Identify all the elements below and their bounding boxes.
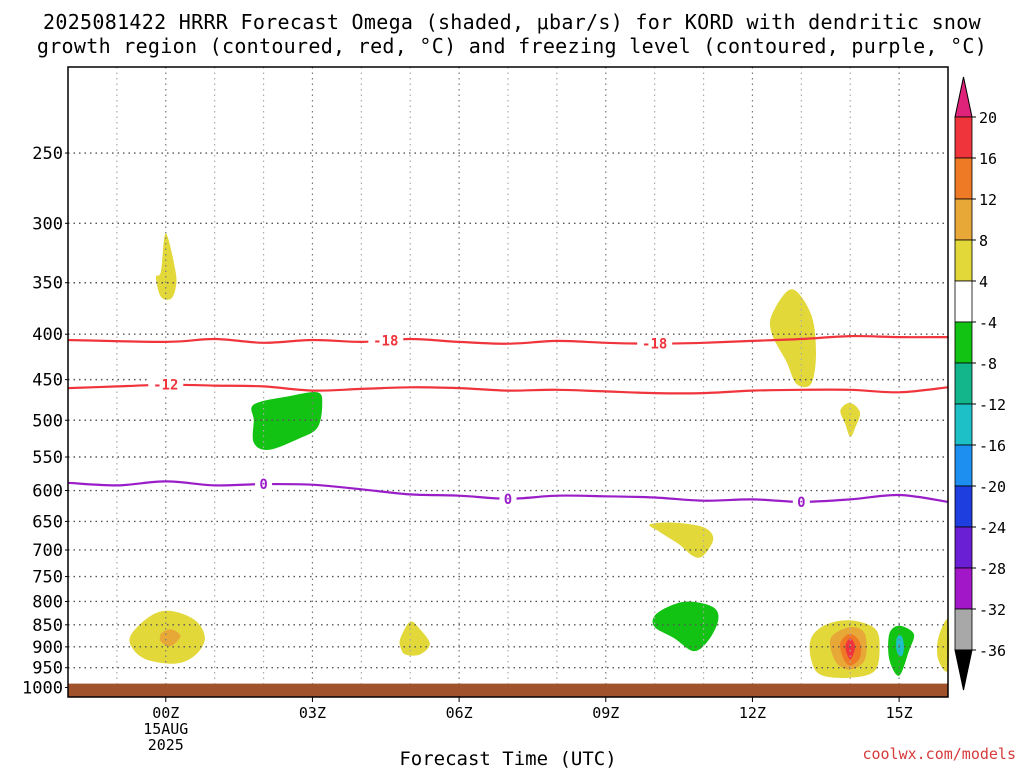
surface-terrain (68, 683, 948, 697)
y-tick-label-1000: 1000 (22, 678, 63, 698)
omega-patch-15 (937, 619, 950, 672)
y-tick-label-800: 800 (32, 592, 63, 612)
y-tick-label-450: 450 (32, 371, 63, 391)
y-tick-label-400: 400 (32, 325, 63, 345)
x-axis-label: Forecast Time (UTC) (399, 748, 616, 768)
colorbar-label--8: -8 (979, 355, 997, 373)
colorbar-swatch-7 (954, 403, 973, 446)
contour-label--12: -12 (153, 378, 178, 394)
y-tick-label-350: 350 (32, 274, 63, 294)
y-tick-label-600: 600 (32, 482, 63, 502)
colorbar-label--24: -24 (979, 519, 1006, 537)
surface-terrain-layer (68, 683, 948, 697)
grid-layer (68, 67, 948, 684)
contour-label-bg (637, 335, 673, 352)
y-tick-label-700: 700 (32, 541, 63, 561)
contour-label-bg (368, 332, 404, 349)
colorbar-bottom-arrow (954, 649, 973, 691)
y-tick-label-950: 950 (32, 659, 63, 679)
colorbar-label-4: 4 (979, 273, 988, 291)
chart-title-line-2: growth region (contoured, red, °C) and f… (36, 34, 988, 58)
x-tick-label-06Z: 06Z (446, 704, 473, 722)
colorbar-swatch-8 (954, 444, 973, 487)
colorbar-swatch-2 (954, 198, 973, 241)
colorbar-label--28: -28 (979, 560, 1006, 578)
colorbar-swatch-12 (954, 608, 973, 651)
contour-label-0: 0 (259, 477, 267, 493)
x-tick-sublabel: 15AUG (143, 720, 188, 738)
colorbar-swatch-0 (954, 116, 973, 159)
colorbar-label--12: -12 (979, 396, 1006, 414)
contour-line--18 (67, 334, 949, 345)
omega-patch-12 (845, 638, 856, 660)
colorbar-label--16: -16 (979, 437, 1006, 455)
chart-title-line-1: 2025081422 HRRR Forecast Omega (shaded, … (43, 10, 981, 34)
colorbar-label--36: -36 (979, 642, 1006, 660)
omega-patch-8 (399, 621, 430, 656)
omega-patch-2 (769, 289, 816, 388)
x-tick-sublabel: 2025 (148, 736, 184, 754)
x-tick-label-03Z: 03Z (299, 704, 326, 722)
colorbar: 20 16 12 8 4 -4 -8 -12 -16 -20 -24 -28 -32 -36 (954, 76, 1006, 691)
y-tick-label-850: 850 (32, 616, 63, 636)
colorbar-swatch-4 (954, 280, 973, 323)
colorbar-swatch-3 (954, 239, 973, 282)
colorbar-swatch-5 (954, 321, 973, 364)
colorbar-label-16: 16 (979, 150, 997, 168)
contour-label-0: 0 (797, 495, 805, 511)
omega-patch-5 (652, 601, 719, 652)
y-tick-label-750: 750 (32, 568, 63, 588)
x-tick-label-12Z: 12Z (739, 704, 766, 722)
x-tick-label-15Z: 15Z (886, 704, 913, 722)
y-tick-label-250: 250 (32, 144, 63, 164)
contour-label-bg (148, 376, 184, 393)
omega-patch-4 (649, 522, 714, 558)
colorbar-swatch-10 (954, 526, 973, 569)
y-tick-label-900: 900 (32, 638, 63, 658)
contour-label-bg (499, 490, 517, 507)
omega-patch-7 (159, 629, 181, 647)
colorbar-label--32: -32 (979, 601, 1006, 619)
plot-frame (67, 66, 949, 698)
y-tick-label-500: 500 (32, 411, 63, 431)
colorbar-label-8: 8 (979, 232, 988, 250)
omega-patch-1 (251, 391, 323, 450)
colorbar-swatch-9 (954, 485, 973, 528)
contour-line--12 (67, 383, 949, 395)
source-credit: coolwx.com/models (862, 745, 1016, 763)
contour-label--18: -18 (373, 333, 398, 349)
contour-label-0: 0 (504, 492, 512, 508)
colorbar-top-arrow (954, 76, 973, 118)
y-tick-label-550: 550 (32, 448, 63, 468)
colorbar-label-12: 12 (979, 191, 997, 209)
contour-label-bg (255, 476, 273, 493)
colorbar-swatch-11 (954, 567, 973, 610)
colorbar-swatch-1 (954, 157, 973, 200)
colorbar-label--20: -20 (979, 478, 1006, 496)
colorbar-swatch-6 (954, 362, 973, 405)
contour-layer: -18 -18 -12 0 0 0 (67, 332, 949, 511)
y-tick-label-300: 300 (32, 214, 63, 234)
y-tick-label-650: 650 (32, 512, 63, 532)
omega-shading-layer (129, 233, 950, 678)
axes-layer: 2503003504004505005506006507007508008509… (22, 66, 949, 754)
omega-patch-14 (896, 635, 904, 657)
x-tick-label-00Z: 00Z (152, 704, 179, 722)
colorbar-label-20: 20 (979, 109, 997, 127)
contour-label--18: -18 (642, 337, 667, 353)
colorbar-label--4: -4 (979, 314, 997, 332)
omega-patch-0 (156, 233, 177, 300)
contour-label-bg (792, 493, 810, 510)
x-tick-label-09Z: 09Z (592, 704, 619, 722)
